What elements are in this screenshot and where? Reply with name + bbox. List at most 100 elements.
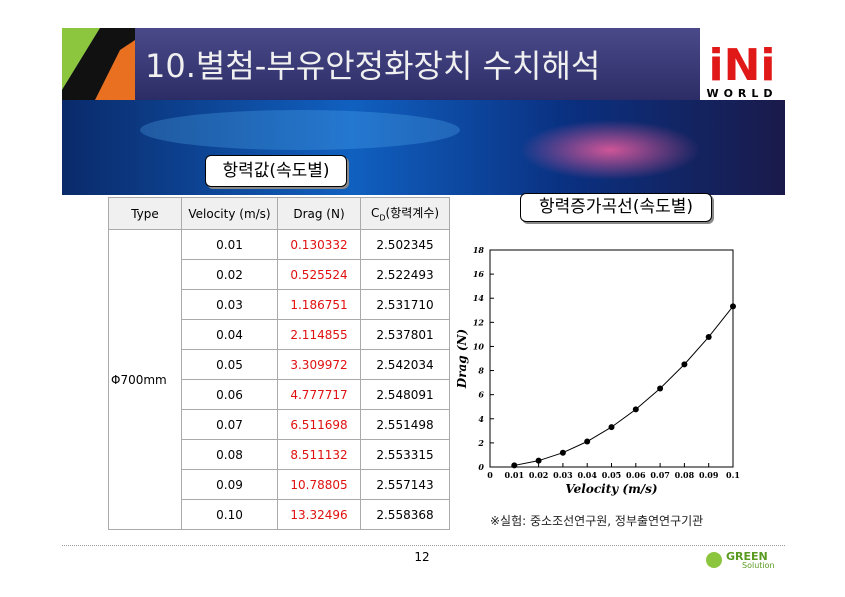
cell: 2.531710: [360, 289, 450, 320]
y-tick-label: 16: [473, 269, 485, 279]
cell: 0.07: [181, 409, 278, 440]
divider: [62, 545, 785, 546]
cell: 0.02: [181, 259, 278, 290]
cell: 2.522493: [360, 259, 450, 290]
point: [511, 462, 518, 469]
cell: 0.08: [181, 439, 278, 470]
chart-caption: 항력증가곡선(속도별): [520, 193, 712, 222]
cell: 0.01: [181, 229, 278, 260]
logo-icon: [706, 552, 722, 568]
point: [657, 385, 664, 392]
x-tick-label: 0.04: [577, 470, 597, 480]
cell: 2.548091: [360, 379, 450, 410]
cell: 8.511132: [277, 439, 361, 470]
point: [584, 438, 591, 445]
table-row: 0.09 10.78805 2.557143: [109, 469, 450, 500]
header-text: C: [370, 206, 380, 221]
x-tick-label: 0.06: [626, 470, 646, 480]
cell: 2.557143: [360, 469, 450, 500]
cell: 2.542034: [360, 349, 450, 380]
cell: 0.04: [181, 319, 278, 350]
cell: 4.777717: [277, 379, 361, 410]
y-tick-label: 12: [473, 317, 485, 327]
cell: 6.511698: [277, 409, 361, 440]
x-tick-label: 0.1: [726, 470, 740, 480]
table-row: 0.06 4.777717 2.548091: [109, 379, 450, 410]
y-tick-label: 0: [478, 462, 484, 472]
table-row: 0.07 6.511698 2.551498: [109, 409, 450, 440]
x-tick-label: 0.09: [699, 470, 719, 480]
cell: 0.525524: [277, 259, 361, 290]
cell: 2.502345: [360, 229, 450, 260]
footer-logo: GREEN Solution: [706, 550, 786, 570]
table-row: 0.10 13.32496 2.558368: [109, 499, 450, 530]
cell: 0.06: [181, 379, 278, 410]
point: [535, 457, 542, 464]
point: [632, 406, 639, 413]
type-cell: Φ700mm: [108, 229, 182, 530]
x-tick-label: 0.05: [602, 470, 621, 480]
title: 10.별첨-부유안정화장치 수치해석: [145, 47, 600, 85]
y-tick-label: 18: [473, 245, 485, 255]
glow: [140, 110, 460, 150]
page-number: 12: [414, 550, 430, 564]
deco: [95, 40, 135, 100]
point: [730, 303, 736, 310]
y-axis-label: Drag (N): [455, 329, 469, 389]
x-tick-label: 0: [487, 470, 493, 480]
cell: 0.130332: [277, 229, 361, 260]
table-caption: 항력값(속도별): [205, 155, 347, 187]
cell: 2.551498: [360, 409, 450, 440]
cell: 1.186751: [277, 289, 361, 320]
logo: iNi: [709, 40, 776, 91]
cell: 2.553315: [360, 439, 450, 470]
y-tick-label: 8: [478, 366, 484, 376]
header-sub: D: [379, 213, 386, 223]
header-art: 10.별첨-부유안정화장치 수치해석 iNi WORLD: [62, 28, 785, 195]
cell: 0.03: [181, 289, 278, 320]
x-tick-label: 0.08: [675, 470, 695, 480]
plot-area: [489, 249, 734, 468]
cell: 3.309972: [277, 349, 361, 380]
table-row: 0.03 1.186751 2.531710: [109, 289, 450, 320]
x-tick-label: 0.02: [529, 470, 548, 480]
chart: 0 2 4 6 8 10 12 14 16 18 0 0.01 0.02 0.03 0.04 0.05 0.06…: [455, 245, 740, 496]
point: [608, 424, 615, 431]
cell: 0.09: [181, 469, 278, 500]
column-header: Type: [108, 197, 182, 230]
table-row: 0.02 0.525524 2.522493: [109, 259, 450, 290]
logo-sub: WORLD: [706, 87, 777, 100]
header-row: Type Velocity (m/s) Drag (N) CD(항력계수): [108, 197, 450, 230]
column-header: CD(항력계수): [360, 197, 450, 230]
y-tick-label: 2: [477, 438, 484, 448]
column-header: Drag (N): [277, 197, 361, 230]
cell: 10.78805: [277, 469, 361, 500]
title-bar: [62, 28, 785, 100]
cell: 2.558368: [360, 499, 450, 530]
footer-logo-sub: Solution: [742, 561, 775, 570]
point: [681, 361, 688, 368]
y-tick-label: 14: [473, 293, 485, 303]
footnote: ※실험: 중소조선연구원, 정부출연연구기관: [490, 514, 704, 528]
footer-logo-main: GREEN: [726, 550, 768, 563]
x-axis-label: Velocity (m/s): [565, 482, 657, 496]
y-tick-label: 10: [473, 341, 485, 351]
cell: 13.32496: [277, 499, 361, 530]
x-tick-label: 0.01: [505, 470, 524, 480]
cell: 0.05: [181, 349, 278, 380]
x-tick-label: 0.03: [553, 470, 573, 480]
point: [559, 449, 566, 456]
point: [705, 333, 712, 340]
x-tick-label: 0.07: [650, 470, 669, 480]
y-tick-label: 6: [478, 390, 484, 400]
column-header: Velocity (m/s): [181, 197, 278, 230]
cell: 0.10: [181, 499, 278, 530]
data-table: Type Velocity (m/s) Drag (N) CD(항력계수) Φ700mm…: [108, 197, 450, 530]
cell: 2.114855: [277, 319, 361, 350]
table-row: Φ700mm 0.01 0.130332 2.502345: [108, 229, 450, 530]
y-tick-label: 4: [478, 414, 484, 424]
line: [514, 306, 734, 466]
logo-bg: [700, 28, 785, 100]
cell: 2.537801: [360, 319, 450, 350]
